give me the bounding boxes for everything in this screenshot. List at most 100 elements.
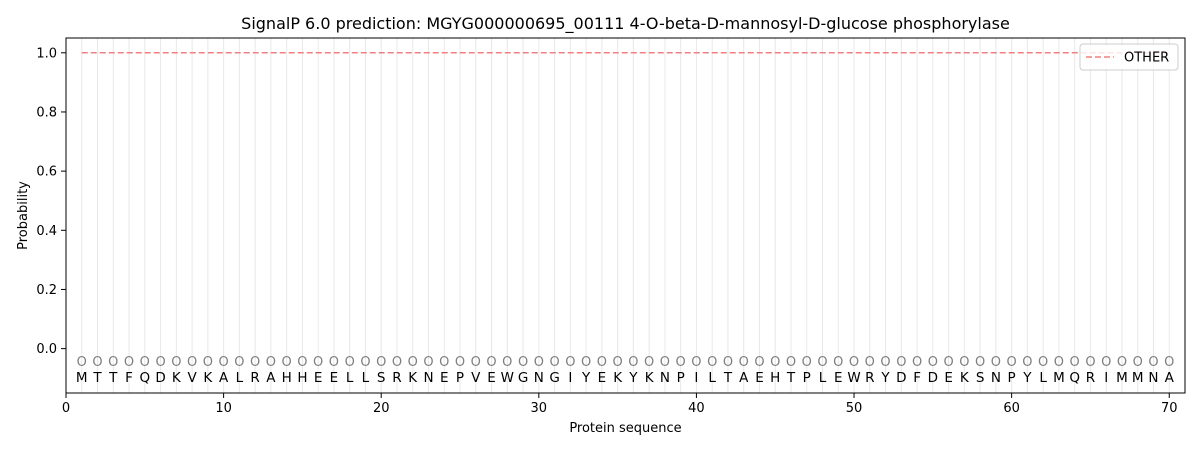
state-label: O (77, 355, 87, 370)
state-label: O (770, 355, 780, 370)
state-label: O (124, 355, 134, 370)
state-label: O (1133, 355, 1143, 370)
x-axis-label: Protein sequence (569, 421, 681, 436)
residue-label: N (423, 370, 433, 386)
state-label: O (833, 355, 843, 370)
state-label: O (691, 355, 701, 370)
residue-label: M (76, 370, 88, 386)
state-label: O (1117, 355, 1127, 370)
residue-label: Q (139, 370, 150, 386)
residue-label: P (1008, 370, 1016, 386)
residue-label: I (1104, 370, 1108, 386)
residue-label: P (677, 370, 685, 386)
state-label: O (439, 355, 449, 370)
residue-label: I (694, 370, 698, 386)
state-label: O (455, 355, 465, 370)
state-label: O (739, 355, 749, 370)
y-axis-label: Probability (16, 181, 31, 250)
residue-label: H (770, 370, 780, 386)
state-label: O (943, 355, 953, 370)
legend: OTHER (1079, 43, 1179, 71)
state-label: O (92, 355, 102, 370)
residue-label: D (928, 370, 938, 386)
residue-label: W (501, 370, 514, 386)
state-label: O (849, 355, 859, 370)
x-axis: 0 10 20 30 40 50 60 70 (62, 393, 1178, 416)
residue-label: T (92, 370, 102, 386)
state-label: O (1085, 355, 1095, 370)
x-tick-label: 0 (62, 401, 70, 416)
y-tick-label: 0.0 (36, 342, 57, 357)
state-label: O (266, 355, 276, 370)
state-label: O (1164, 355, 1174, 370)
residue-label: T (786, 370, 796, 386)
residue-label: F (125, 370, 133, 386)
residue-label: K (613, 370, 623, 386)
state-label: O (865, 355, 875, 370)
x-tick-label: 70 (1161, 401, 1178, 416)
state-label: O (392, 355, 402, 370)
state-label: O (376, 355, 386, 370)
state-label: O (581, 355, 591, 370)
residue-label: M (1053, 370, 1065, 386)
plot-frame (65, 37, 1186, 394)
state-label: O (802, 355, 812, 370)
state-label: O (959, 355, 969, 370)
state-label: O (613, 355, 623, 370)
state-label: O (329, 355, 339, 370)
state-label: O (502, 355, 512, 370)
state-label: O (1148, 355, 1158, 370)
state-label: O (723, 355, 733, 370)
residue-label: H (297, 370, 307, 386)
residue-label: E (314, 370, 323, 386)
x-tick-label: 50 (846, 401, 863, 416)
y-tick-label: 1.0 (36, 46, 57, 61)
residue-label: R (865, 370, 874, 386)
state-label: O (975, 355, 985, 370)
residue-label: P (456, 370, 464, 386)
residue-label: E (330, 370, 339, 386)
state-label: O (218, 355, 228, 370)
state-label: O (282, 355, 292, 370)
residue-label: W (847, 370, 860, 386)
residue-label: E (440, 370, 449, 386)
residue-label: E (487, 370, 496, 386)
residue-label: V (471, 370, 481, 386)
residue-label: L (1039, 370, 1047, 386)
x-tick-label: 20 (373, 401, 390, 416)
residue-label: N (991, 370, 1001, 386)
state-label: O (408, 355, 418, 370)
x-tick-label: 60 (1003, 401, 1020, 416)
residue-label: Q (1069, 370, 1080, 386)
residue-label: N (534, 370, 544, 386)
residue-label: K (203, 370, 213, 386)
state-label: O (549, 355, 559, 370)
residue-label: S (377, 370, 386, 386)
residue-label: M (1116, 370, 1128, 386)
state-label: O (754, 355, 764, 370)
residue-label: K (960, 370, 970, 386)
residue-label: R (1086, 370, 1095, 386)
state-label: O (345, 355, 355, 370)
residue-label: Y (1022, 370, 1032, 386)
state-label: O (108, 355, 118, 370)
state-label: O (203, 355, 213, 370)
residue-label: M (1132, 370, 1144, 386)
residue-label: E (755, 370, 764, 386)
state-label: O (155, 355, 165, 370)
state-label: O (471, 355, 481, 370)
residue-label: E (944, 370, 953, 386)
residue-label: S (976, 370, 985, 386)
state-label: O (1054, 355, 1064, 370)
residue-label: R (250, 370, 259, 386)
residue-label: A (266, 370, 276, 386)
legend-box (1079, 43, 1179, 71)
state-label: O (676, 355, 686, 370)
state-label: O (360, 355, 370, 370)
residue-label: T (723, 370, 733, 386)
residue-label: N (1148, 370, 1158, 386)
residue-label: L (346, 370, 354, 386)
state-label: O (707, 355, 717, 370)
